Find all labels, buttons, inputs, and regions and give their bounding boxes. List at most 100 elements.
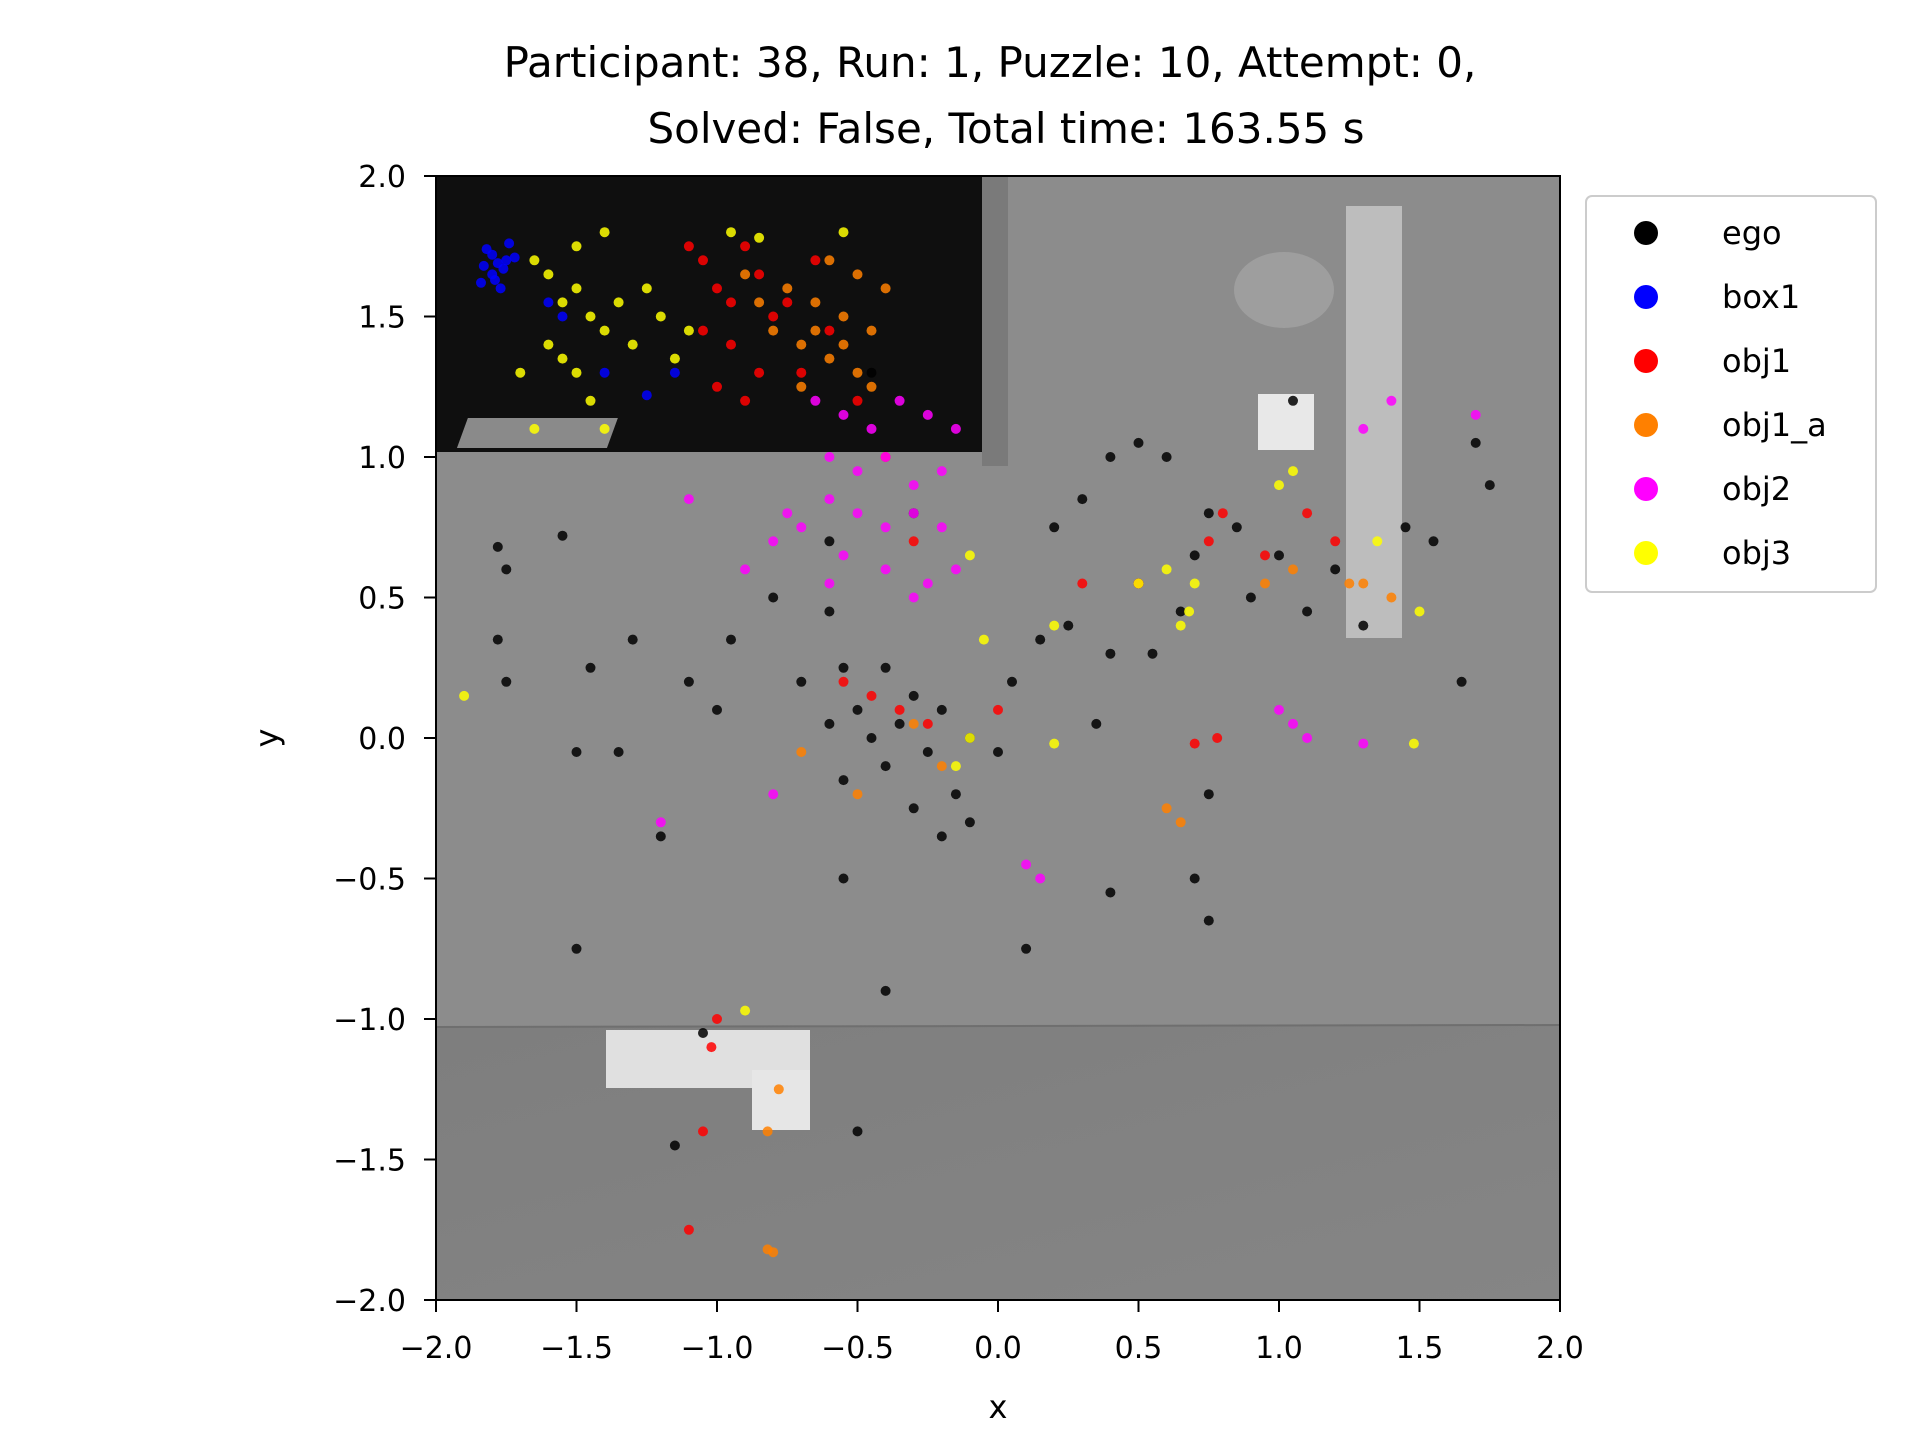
point-ego bbox=[698, 1028, 708, 1038]
floor-lower bbox=[436, 1026, 1560, 1300]
lower-block-step bbox=[752, 1070, 810, 1130]
point-obj2 bbox=[1021, 859, 1032, 870]
point-obj1-a bbox=[796, 747, 807, 757]
legend-box bbox=[1585, 195, 1877, 593]
point-ego bbox=[669, 1140, 680, 1151]
x-tick-label: 0.5 bbox=[1115, 1331, 1163, 1366]
x-tick-label: 1.0 bbox=[1255, 1331, 1303, 1366]
point-ego bbox=[1203, 508, 1214, 519]
point-ego bbox=[950, 789, 961, 800]
point-ego bbox=[1105, 887, 1116, 898]
point-obj1-a bbox=[1161, 803, 1172, 814]
legend: ego box1 obj1 obj1_a obj2 obj3 bbox=[1585, 195, 1877, 593]
point-obj3 bbox=[978, 634, 989, 645]
point-ego bbox=[1161, 452, 1172, 462]
point-box1 bbox=[487, 249, 498, 260]
point-obj2 bbox=[768, 789, 779, 800]
point-ego bbox=[1330, 564, 1341, 575]
point-obj1 bbox=[754, 367, 765, 378]
point-ego bbox=[908, 803, 919, 814]
point-obj1 bbox=[706, 1042, 717, 1053]
point-obj1 bbox=[993, 704, 1003, 715]
point-obj1 bbox=[810, 255, 821, 266]
point-obj3 bbox=[1414, 606, 1425, 617]
y-axis: 2.0 1.5 1.0 0.5 0.0 −0.5 −1.0 −1.5 −2.0 … bbox=[248, 160, 436, 1319]
series-obj1-a bbox=[740, 255, 1397, 1258]
point-ego bbox=[501, 564, 512, 575]
point-obj1-a bbox=[880, 283, 891, 294]
point-obj3 bbox=[1408, 738, 1419, 749]
legend-label-obj1-a: obj1_a bbox=[1722, 406, 1827, 444]
point-obj1 bbox=[908, 536, 919, 547]
point-obj1-a bbox=[908, 718, 919, 729]
legend-label-obj1: obj1 bbox=[1722, 342, 1791, 380]
point-ego bbox=[613, 747, 624, 757]
point-ego bbox=[1007, 676, 1017, 687]
point-ego bbox=[852, 704, 863, 715]
point-obj1 bbox=[1077, 578, 1088, 589]
point-ego bbox=[683, 676, 694, 687]
x-tick-label: 1.5 bbox=[1396, 1331, 1444, 1366]
point-obj3 bbox=[543, 269, 554, 280]
x-axis: −2.0 −1.5 −1.0 −0.5 0.0 0.5 1.0 1.5 2.0 … bbox=[400, 1300, 1584, 1426]
point-ego bbox=[964, 817, 975, 828]
point-obj3 bbox=[571, 241, 582, 252]
point-ego bbox=[627, 634, 638, 645]
point-box1 bbox=[543, 297, 554, 308]
point-obj1 bbox=[698, 1126, 708, 1137]
point-obj1-a bbox=[796, 381, 807, 392]
point-obj1 bbox=[1302, 508, 1313, 519]
point-ego bbox=[1189, 550, 1200, 561]
point-obj2 bbox=[880, 452, 891, 462]
legend-marker-obj3 bbox=[1634, 541, 1658, 565]
point-obj1-a bbox=[1288, 564, 1298, 575]
point-obj2 bbox=[1302, 733, 1313, 743]
point-obj1-a bbox=[1358, 578, 1369, 589]
point-obj1 bbox=[726, 339, 736, 350]
point-obj3 bbox=[515, 367, 526, 378]
point-obj1-a bbox=[768, 1247, 779, 1258]
shelf-block bbox=[456, 418, 618, 448]
point-obj2 bbox=[782, 508, 793, 519]
point-obj3 bbox=[529, 255, 540, 266]
point-obj1 bbox=[1330, 536, 1341, 547]
point-ego bbox=[492, 634, 503, 645]
point-ego bbox=[1049, 522, 1060, 533]
point-obj2 bbox=[950, 564, 961, 575]
point-ego bbox=[1358, 620, 1369, 631]
point-ego bbox=[922, 747, 933, 757]
point-ego bbox=[1288, 395, 1298, 406]
point-ego bbox=[571, 943, 582, 954]
point-obj2 bbox=[1470, 409, 1481, 420]
point-ego bbox=[1470, 437, 1481, 448]
point-obj2 bbox=[824, 452, 835, 462]
point-obj1 bbox=[740, 395, 751, 406]
x-tick-label: −1.0 bbox=[681, 1331, 754, 1366]
point-obj3 bbox=[543, 339, 554, 350]
point-ego bbox=[1456, 676, 1467, 687]
point-box1 bbox=[557, 311, 568, 322]
point-ego bbox=[1063, 620, 1074, 631]
point-ego bbox=[1147, 648, 1158, 659]
point-obj3 bbox=[1161, 564, 1172, 575]
point-obj3 bbox=[557, 297, 568, 308]
x-tick-label: −2.0 bbox=[400, 1331, 473, 1366]
point-box1 bbox=[478, 260, 489, 271]
legend-label-obj3: obj3 bbox=[1722, 534, 1791, 572]
point-obj3 bbox=[754, 232, 765, 243]
point-obj2 bbox=[1358, 738, 1369, 749]
point-obj1-a bbox=[1175, 817, 1186, 828]
point-obj3 bbox=[599, 325, 610, 336]
point-obj3 bbox=[1049, 620, 1060, 631]
point-ego bbox=[1105, 648, 1116, 659]
point-obj1-a bbox=[838, 311, 849, 322]
point-obj1 bbox=[698, 255, 708, 266]
point-obj3 bbox=[950, 761, 961, 772]
point-obj1 bbox=[866, 690, 877, 701]
point-obj2 bbox=[838, 550, 849, 561]
point-obj3 bbox=[529, 423, 540, 434]
point-obj2 bbox=[810, 395, 821, 406]
point-obj3 bbox=[1175, 620, 1186, 631]
series-ego bbox=[492, 367, 1495, 1151]
point-box1 bbox=[490, 275, 500, 285]
